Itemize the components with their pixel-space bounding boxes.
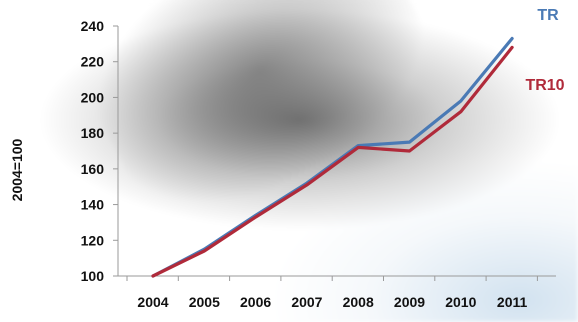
- series-line-tr: [151, 36, 514, 278]
- x-axis: 2004 2005 2006 2007 2008 2009 2010 2011: [118, 275, 556, 310]
- y-tick-label: 120: [81, 232, 105, 248]
- x-tick-label: 2008: [343, 294, 374, 310]
- x-tick-label: 2004: [137, 294, 168, 310]
- series-lines: [151, 36, 514, 278]
- y-tick-label: 100: [81, 268, 105, 284]
- y-tick-label: 220: [81, 54, 105, 70]
- y-tick-label: 180: [81, 125, 105, 141]
- x-tick-label: 2007: [291, 294, 322, 310]
- x-tick-label: 2010: [445, 294, 476, 310]
- x-tick-label: 2005: [189, 294, 220, 310]
- series-line-tr10: [151, 45, 514, 278]
- y-tick-label: 240: [81, 18, 105, 34]
- y-axis-label: 2004=100: [9, 138, 25, 201]
- x-tick-label: 2009: [394, 294, 425, 310]
- legend-label-tr10: TR10: [525, 77, 564, 94]
- y-axis: 100 120 140 160 180 200 220 240: [81, 18, 119, 284]
- x-tick-label: 2011: [497, 294, 528, 310]
- legend: TR TR10: [525, 7, 564, 94]
- y-tick-label: 200: [81, 89, 105, 105]
- y-tick-label: 140: [81, 197, 105, 213]
- y-tick-label: 160: [81, 161, 105, 177]
- legend-label-tr: TR: [537, 7, 559, 24]
- x-tick-label: 2006: [240, 294, 271, 310]
